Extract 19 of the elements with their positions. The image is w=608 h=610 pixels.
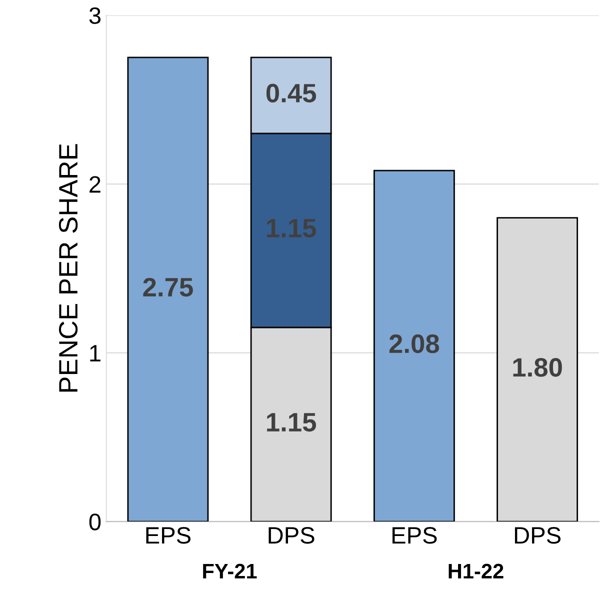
y-axis-title: PENCE PER SHARE bbox=[58, 144, 78, 392]
data-label: 0.45 bbox=[266, 84, 316, 102]
y-tick-label: 1 bbox=[90, 345, 100, 362]
y-tick-label: 2 bbox=[90, 176, 100, 193]
data-label: 2.75 bbox=[143, 278, 193, 297]
x-tick-label: DPS bbox=[514, 527, 561, 544]
data-label: 1.15 bbox=[267, 219, 316, 238]
x-tick-label: DPS bbox=[268, 527, 314, 544]
y-tick-label: 0 bbox=[89, 514, 101, 530]
data-label: 1.80 bbox=[513, 358, 562, 377]
text: H1-22 bbox=[448, 564, 504, 578]
data-label: 2.08 bbox=[389, 334, 440, 354]
bar bbox=[373, 170, 455, 522]
x-tick-label: EPS bbox=[392, 527, 437, 544]
data-label: 1.15 bbox=[267, 413, 316, 432]
y-tick-label: 3 bbox=[89, 7, 100, 24]
x-tick-label: EPS bbox=[146, 527, 190, 544]
bar bbox=[127, 56, 209, 522]
text: FY-21 bbox=[203, 564, 257, 578]
